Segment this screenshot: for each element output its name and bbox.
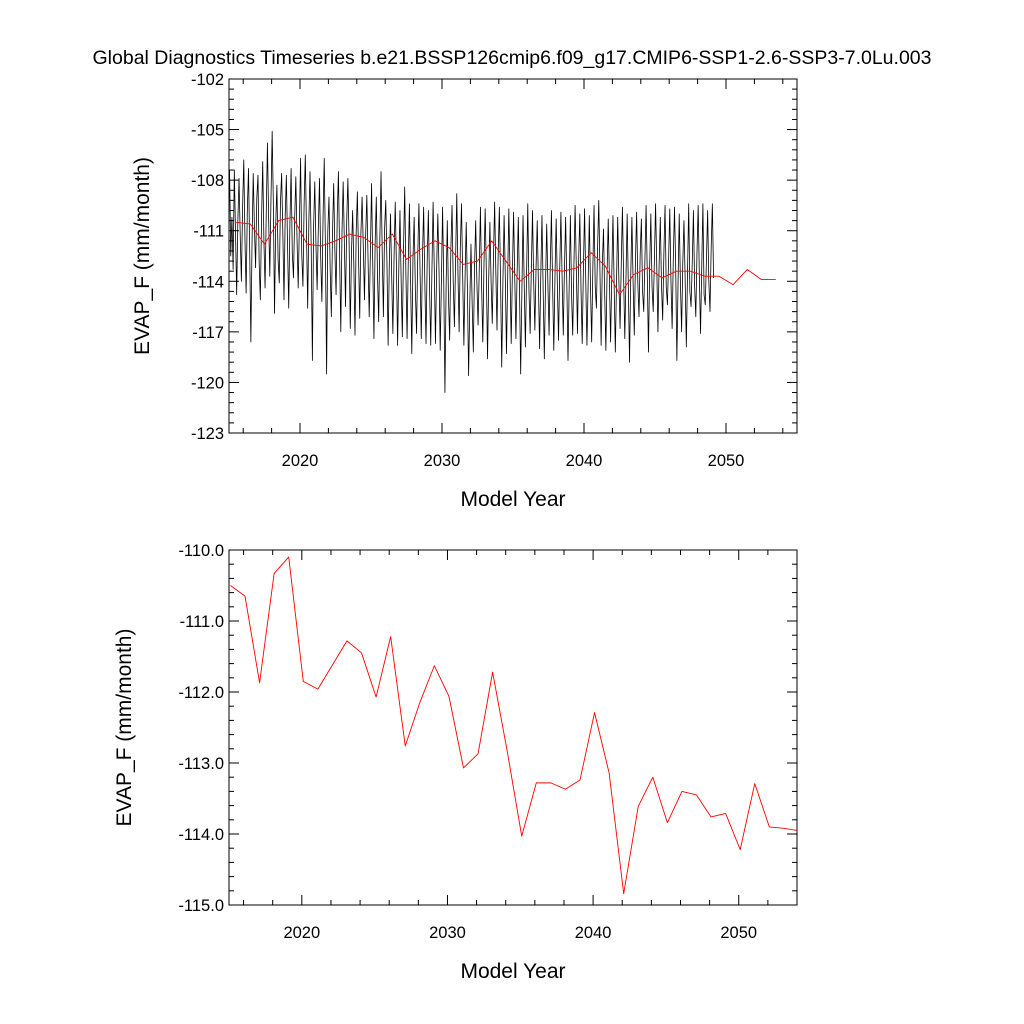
y-tick-label: -117 <box>192 324 224 342</box>
y-tick-label: -110.0 <box>178 542 224 560</box>
top-series-lines <box>229 130 776 393</box>
bottom-axis-ticks <box>229 549 798 906</box>
top-x-tick-labels: 2020 2030 2040 2050 <box>282 452 745 470</box>
top-plot-frame <box>228 78 798 434</box>
y-tick-label: -114.0 <box>178 826 224 844</box>
bottom-y-tick-labels: -110.0 -111.0 -112.0 -113.0 -114.0 -115.0 <box>178 542 224 915</box>
y-tick-label: -105 <box>191 122 224 140</box>
y-tick-label: -115.0 <box>178 897 224 915</box>
y-tick-label: -113.0 <box>178 755 224 773</box>
top-x-axis-label: Model Year <box>460 488 565 511</box>
x-tick-label: 2020 <box>282 452 319 470</box>
top-y-tick-labels: -102 -105 -108 -111 -114 -117 -120 -123 <box>191 71 224 443</box>
y-tick-label: -112.0 <box>178 684 224 702</box>
top-y-axis-label: EVAP_F (mm/month) <box>131 157 154 355</box>
annual-series-line <box>236 216 776 296</box>
x-tick-label: 2050 <box>720 924 757 942</box>
x-tick-label: 2030 <box>429 924 466 942</box>
x-tick-label: 2030 <box>424 452 461 470</box>
bottom-annual-panel: -110.0 -111.0 -112.0 -113.0 -114.0 -115.0 202… <box>113 542 798 983</box>
top-timeseries-panel: -102 -105 -108 -111 -114 -117 -120 -123 2020 203… <box>131 71 798 511</box>
y-tick-label: -111 <box>193 223 224 241</box>
bottom-y-axis-label: EVAP_F (mm/month) <box>113 629 136 827</box>
x-tick-label: 2040 <box>575 924 612 942</box>
y-tick-label: -102 <box>191 71 224 89</box>
y-tick-label: -111.0 <box>180 613 224 631</box>
monthly-series-line <box>229 130 714 393</box>
y-tick-label: -108 <box>191 172 224 190</box>
bottom-plot-frame <box>228 549 798 906</box>
x-tick-label: 2040 <box>566 452 603 470</box>
x-tick-label: 2050 <box>708 452 745 470</box>
y-tick-label: -123 <box>191 425 224 443</box>
annual-series-line <box>230 556 798 895</box>
bottom-series-lines <box>230 556 798 895</box>
bottom-x-axis-label: Model Year <box>460 960 565 983</box>
y-tick-label: -120 <box>191 374 224 392</box>
bottom-x-tick-labels: 2020 2030 2040 2050 <box>283 924 757 942</box>
y-tick-label: -114 <box>192 273 224 291</box>
top-axis-ticks <box>229 78 797 434</box>
x-tick-label: 2020 <box>283 924 320 942</box>
figure-title: Global Diagnostics Timeseries b.e21.BSSP… <box>93 47 932 69</box>
